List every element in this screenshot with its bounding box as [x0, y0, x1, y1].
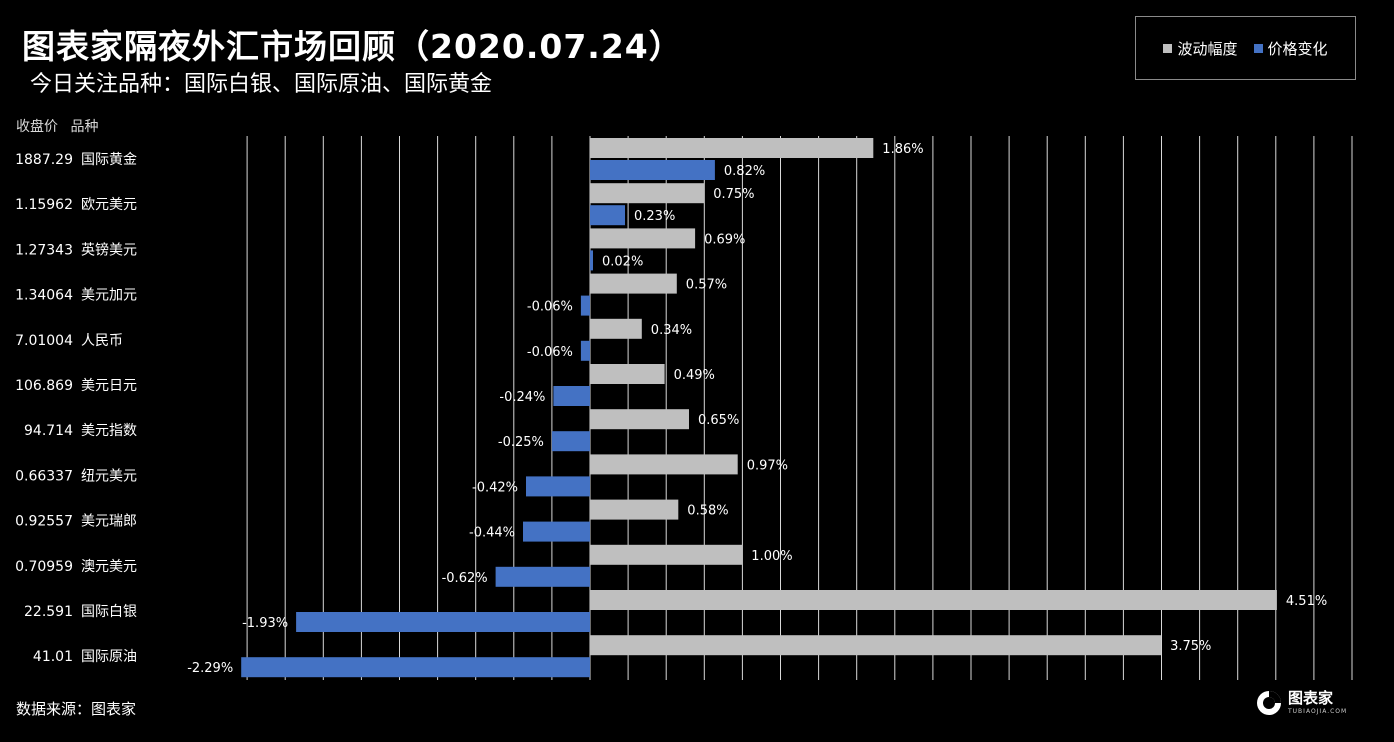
chart-labels: 1.86% 0.82% 0.75% 0.23% 0.69% 0.02% 0.57% -0.06… [187, 142, 1327, 676]
data-label-amplitude: 3.75% [1170, 639, 1211, 654]
bar-amplitude [590, 228, 696, 249]
bar-change [590, 250, 593, 271]
data-label-amplitude: 0.65% [698, 413, 739, 428]
category-name-label: 欧元美元 [81, 197, 137, 213]
data-label-amplitude: 0.57% [686, 278, 727, 293]
page-subtitle: 今日关注品种：国际白银、国际原油、国际黄金 [30, 72, 493, 97]
bar-amplitude [590, 183, 705, 204]
logo-subtext: TUBIAOJIA.COM [1288, 708, 1348, 715]
data-label-amplitude: 0.49% [674, 368, 715, 383]
bar-amplitude [590, 273, 677, 294]
column-header-price: 收盘价 [16, 119, 58, 135]
category-price-label: 1887.29 [15, 152, 73, 168]
chart-legend: 波动幅度 价格变化 [1135, 16, 1356, 80]
legend-item-change: 价格变化 [1253, 38, 1328, 59]
category-price-label: 1.15962 [15, 197, 73, 213]
data-label-change: 0.23% [634, 209, 675, 224]
bar-amplitude [590, 590, 1277, 610]
bar-change [296, 612, 590, 632]
bar-change [553, 386, 590, 406]
category-labels: 1887.29 国际黄金 1.15962 欧元美元 1.27343 英镑美元 1.34064… [15, 151, 137, 665]
data-label-amplitude: 1.86% [882, 142, 923, 157]
bar-change [551, 431, 590, 452]
data-source: 数据来源：图表家 [16, 700, 137, 718]
category-price-label: 0.70959 [15, 559, 73, 575]
category-name-label: 美元指数 [81, 423, 137, 439]
data-label-change: -0.44% [469, 526, 515, 541]
category-name-label: 美元日元 [81, 378, 137, 394]
bar-amplitude [590, 138, 874, 158]
category-price-label: 94.714 [24, 423, 73, 439]
bar-amplitude [590, 318, 642, 339]
data-label-change: 0.02% [602, 254, 643, 269]
data-label-change: -0.42% [472, 480, 518, 495]
data-label-amplitude: 0.34% [651, 323, 692, 338]
category-price-label: 1.34064 [15, 288, 73, 304]
legend-label-amplitude: 波动幅度 [1177, 39, 1238, 58]
category-name-label: 美元瑞郎 [81, 514, 137, 530]
data-label-amplitude: 0.58% [687, 504, 728, 519]
legend-label-change: 价格变化 [1267, 39, 1328, 58]
category-name-label: 国际黄金 [81, 151, 137, 168]
data-label-change: -0.06% [527, 345, 573, 360]
category-price-label: 22.591 [24, 604, 73, 620]
logo-text-group: 图表家 TUBIAOJIA.COM [1288, 689, 1348, 716]
data-label-change: -0.24% [499, 390, 545, 405]
data-label-amplitude: 4.51% [1286, 594, 1327, 609]
bar-amplitude [590, 409, 689, 430]
category-name-label: 人民币 [81, 333, 123, 349]
data-label-amplitude: 0.75% [713, 187, 754, 202]
legend-swatch-amplitude [1163, 43, 1173, 53]
data-label-change: -0.06% [527, 300, 573, 315]
category-name-label: 国际原油 [81, 649, 137, 665]
legend-item-amplitude: 波动幅度 [1163, 38, 1238, 59]
logo-text: 图表家 [1288, 689, 1334, 707]
data-label-change: -1.93% [242, 616, 288, 631]
bar-change [590, 205, 625, 226]
column-header-variety: 品种 [70, 119, 99, 135]
data-label-change: -2.29% [187, 661, 233, 676]
category-name-label: 澳元美元 [81, 559, 137, 575]
bar-change [241, 657, 590, 678]
category-price-label: 7.01004 [15, 333, 73, 349]
data-label-change: -0.25% [498, 435, 544, 450]
column-headers: 收盘价 品种 [16, 116, 106, 136]
category-price-label: 106.869 [15, 378, 73, 394]
category-name-label: 美元加元 [81, 288, 137, 304]
chart-gridlines [246, 136, 1353, 680]
legend-swatch-change [1253, 43, 1263, 53]
bar-amplitude [590, 635, 1162, 656]
category-name-label: 英镑美元 [81, 241, 137, 258]
bar-change [580, 340, 590, 361]
category-name-label: 纽元美元 [81, 468, 137, 484]
category-price-label: 0.66337 [15, 468, 73, 484]
bar-change [495, 566, 590, 587]
data-label-amplitude: 0.97% [747, 458, 788, 473]
data-label-change: 0.82% [724, 164, 765, 179]
brand-logo: 图表家 TUBIAOJIA.COM [1256, 690, 1347, 716]
bar-amplitude [590, 544, 743, 565]
category-name-label: 国际白银 [81, 604, 137, 620]
chart-bars [241, 138, 1277, 678]
data-label-amplitude: 0.69% [704, 232, 745, 247]
data-label-change: -0.62% [442, 571, 488, 586]
category-price-label: 0.92557 [15, 514, 73, 530]
category-price-label: 41.01 [33, 649, 73, 665]
bar-change [526, 476, 590, 497]
bar-change [523, 521, 590, 542]
bar-amplitude [590, 364, 665, 384]
category-price-label: 1.27343 [15, 242, 73, 258]
logo-icon [1257, 691, 1281, 715]
bar-change [590, 160, 715, 180]
bar-change [580, 295, 590, 316]
page-title: 图表家隔夜外汇市场回顾（2020.07.24） [22, 27, 683, 66]
bar-amplitude [590, 499, 679, 520]
data-label-amplitude: 1.00% [751, 549, 792, 564]
bar-amplitude [590, 454, 738, 475]
